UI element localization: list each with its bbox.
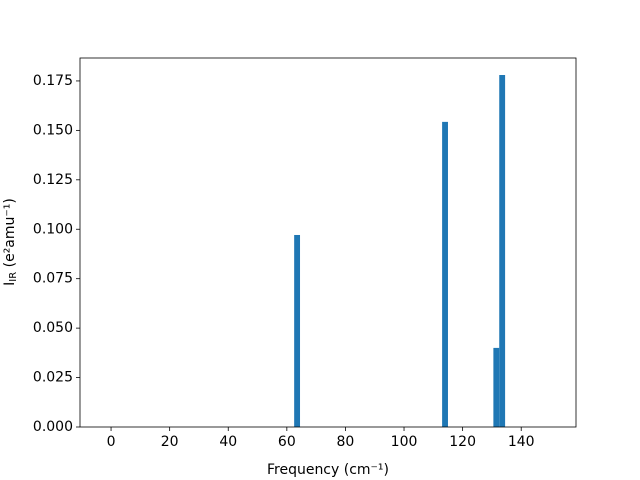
x-tick-label: 80	[337, 434, 355, 450]
plot-frame	[79, 57, 577, 428]
x-tick-label: 140	[508, 434, 535, 450]
y-tick-label: 0.075	[33, 271, 73, 287]
bar	[493, 347, 500, 427]
y-tick-label: 0.050	[33, 320, 73, 336]
x-tick-label: 40	[219, 434, 237, 450]
y-tick-label: 0.125	[33, 172, 73, 188]
y-label-rest: (e²amu⁻¹)	[2, 198, 18, 272]
y-tick-label: 0.175	[33, 73, 73, 89]
x-tick-label: 60	[278, 434, 296, 450]
y-label-main: I	[2, 282, 18, 286]
y-tick-label: 0.150	[33, 122, 73, 138]
y-axis-label: IIR (e²amu⁻¹)	[2, 198, 19, 286]
bar	[294, 234, 301, 427]
x-tick-label: 0	[107, 434, 116, 450]
y-tick-label: 0.025	[33, 370, 73, 386]
y-tick-label: 0.100	[33, 221, 73, 237]
bar	[442, 121, 448, 428]
bar	[499, 75, 506, 427]
x-tick-label: 20	[161, 434, 179, 450]
x-tick-label: 100	[391, 434, 418, 450]
y-label-sub: IR	[8, 272, 19, 282]
y-tick-label: 0.000	[33, 419, 73, 435]
x-tick-label: 120	[449, 434, 476, 450]
x-axis-label: Frequency (cm⁻¹)	[267, 462, 389, 478]
